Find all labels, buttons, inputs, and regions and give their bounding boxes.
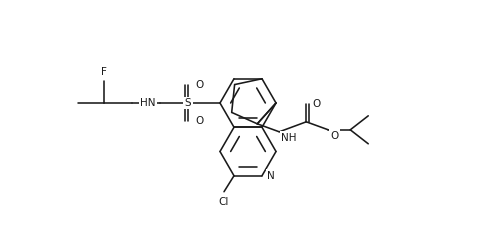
Text: N: N [267,171,275,181]
Text: F: F [101,67,107,77]
Text: NH: NH [281,133,297,143]
Text: O: O [195,80,203,90]
Text: S: S [185,98,191,108]
Text: O: O [195,116,203,126]
Text: Cl: Cl [219,197,229,207]
Text: O: O [330,131,339,141]
Text: O: O [312,99,320,109]
Text: HN: HN [140,98,156,108]
